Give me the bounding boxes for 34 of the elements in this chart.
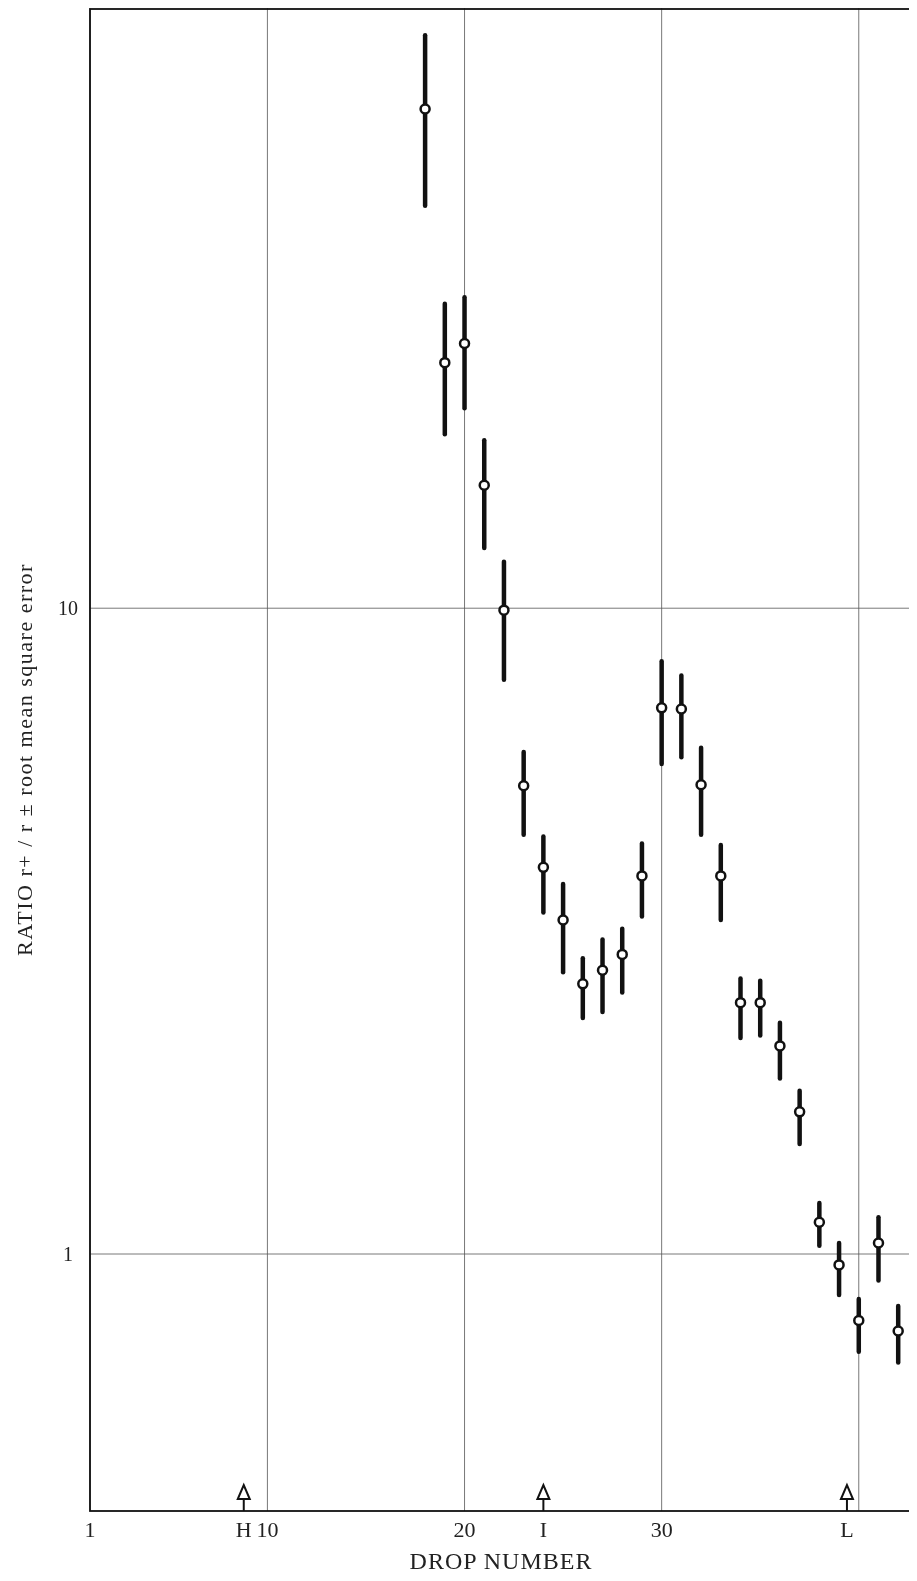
point — [715, 870, 727, 882]
point — [892, 1325, 904, 1337]
x-tick-label: L — [840, 1517, 854, 1542]
point — [596, 964, 609, 977]
point — [695, 778, 707, 791]
x-tick-label: 20 — [453, 1517, 476, 1542]
point — [419, 103, 431, 115]
point — [498, 604, 510, 616]
point — [577, 978, 589, 990]
point — [537, 861, 550, 874]
point — [636, 870, 648, 882]
x-tick-label: I — [539, 1517, 548, 1542]
point — [833, 1259, 845, 1271]
point — [872, 1237, 885, 1249]
point — [439, 356, 451, 369]
x-tick-label: 1 — [84, 1517, 96, 1542]
point — [675, 703, 688, 715]
point — [616, 948, 628, 961]
point — [478, 479, 490, 492]
point — [793, 1106, 806, 1118]
point — [655, 702, 668, 714]
point — [754, 996, 766, 1009]
x-tick-label: 30 — [650, 1517, 673, 1542]
x-tick-label: 10 — [256, 1517, 279, 1542]
point — [458, 337, 471, 350]
point — [517, 780, 530, 792]
y-axis-title: RATIO r+ / r ± root mean square error — [12, 563, 37, 956]
point — [853, 1314, 865, 1327]
point — [813, 1216, 826, 1228]
point — [557, 914, 569, 926]
point — [734, 996, 747, 1009]
x-tick-label: H — [235, 1517, 252, 1542]
point — [774, 1040, 786, 1052]
x-axis-title: DROP NUMBER — [409, 1548, 593, 1574]
